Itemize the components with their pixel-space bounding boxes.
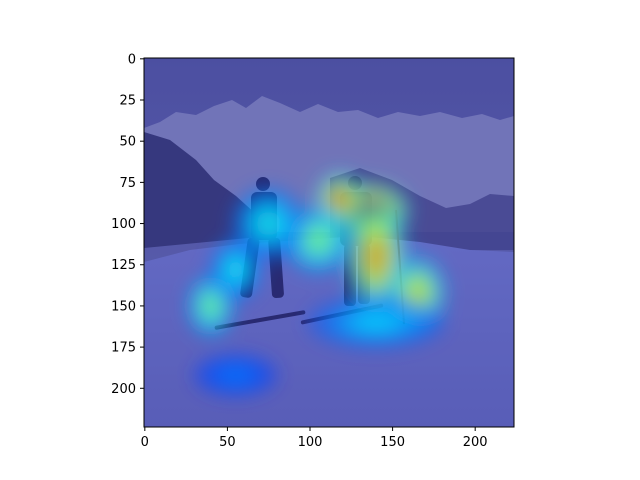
y-tick-label: 200: [111, 382, 136, 397]
plot-image-area: [144, 58, 514, 427]
x-tick-label: 0: [141, 435, 149, 450]
axes-frame: [143, 57, 515, 428]
y-tick-label: 50: [119, 135, 136, 150]
heatmap-overlay: [187, 172, 447, 397]
y-tick-label: 25: [119, 94, 136, 109]
heat-blob: [407, 280, 428, 306]
heat-blob: [255, 210, 282, 237]
y-tick-label: 0: [128, 52, 136, 67]
x-axis: 0 50 100 150 200: [141, 427, 488, 450]
y-tick-label: 175: [111, 341, 136, 356]
y-tick-label: 125: [111, 258, 136, 273]
heat-blob: [365, 236, 387, 277]
heat-blob: [221, 367, 251, 383]
heat-blob: [306, 228, 331, 252]
y-axis: 0 25 50 75 100 125 150 175 200: [111, 52, 144, 397]
heat-blob: [202, 295, 220, 317]
x-tick-label: 50: [219, 435, 236, 450]
heat-blob: [331, 189, 348, 208]
x-tick-label: 100: [298, 435, 323, 450]
y-tick-label: 75: [119, 176, 136, 191]
x-tick-label: 200: [463, 435, 488, 450]
y-tick-label: 100: [111, 217, 136, 232]
x-tick-label: 150: [380, 435, 405, 450]
heat-blob: [226, 258, 245, 281]
heat-blob: [352, 313, 400, 332]
y-tick-label: 150: [111, 299, 136, 314]
